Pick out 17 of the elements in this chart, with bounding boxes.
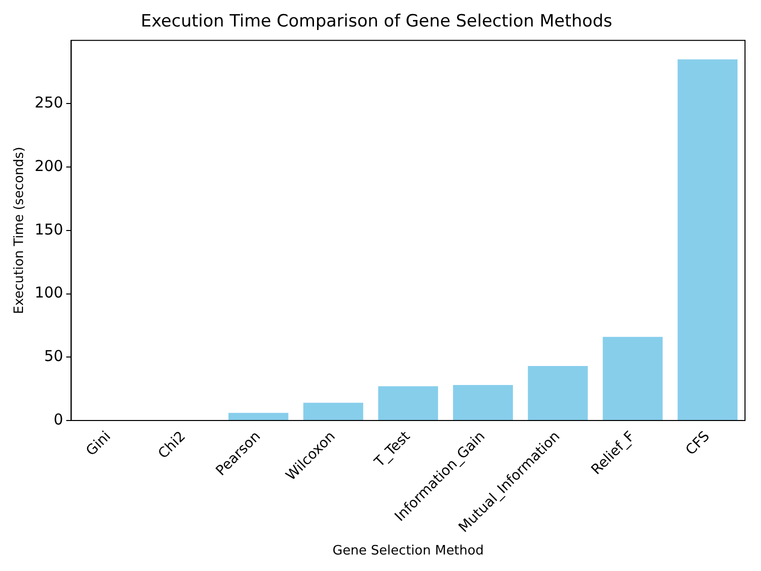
bar — [528, 366, 588, 420]
chart-title: Execution Time Comparison of Gene Selection Methods — [140, 12, 612, 32]
bar — [303, 402, 364, 420]
y-tick-label: 0 — [54, 410, 64, 428]
y-tick-label: 100 — [34, 284, 64, 302]
x-axis-title: Gene Selection Method — [332, 544, 484, 559]
y-tick-label: 50 — [44, 347, 64, 366]
x-tick-label: CFS — [682, 428, 714, 459]
bar — [453, 385, 513, 420]
y-axis-title: Execution Time (seconds) — [12, 146, 28, 314]
y-tick-label: 250 — [34, 94, 64, 112]
bar — [228, 412, 288, 420]
bar — [378, 386, 438, 420]
y-tick-label: 150 — [34, 220, 64, 238]
y-tick-label: 200 — [34, 156, 64, 175]
bar — [602, 336, 663, 420]
bar — [678, 59, 738, 420]
